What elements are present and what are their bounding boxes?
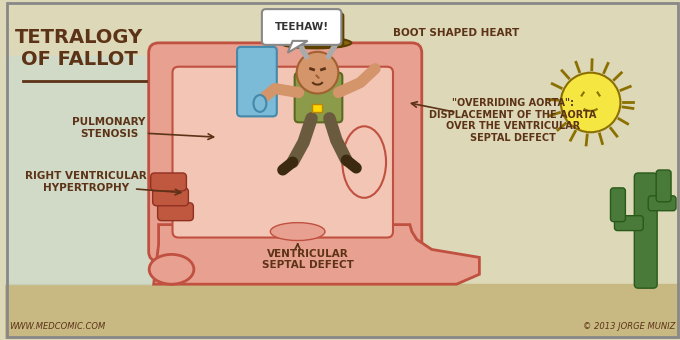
Text: TEEHAW!: TEEHAW! bbox=[275, 22, 328, 32]
FancyBboxPatch shape bbox=[262, 9, 341, 45]
Circle shape bbox=[561, 73, 620, 132]
Ellipse shape bbox=[254, 95, 267, 112]
Bar bbox=[5, 56, 199, 284]
Ellipse shape bbox=[279, 37, 352, 48]
FancyBboxPatch shape bbox=[151, 173, 186, 191]
Bar bbox=[5, 284, 680, 339]
FancyBboxPatch shape bbox=[288, 13, 343, 47]
FancyBboxPatch shape bbox=[656, 170, 671, 202]
FancyBboxPatch shape bbox=[634, 173, 657, 288]
FancyBboxPatch shape bbox=[158, 203, 193, 221]
FancyBboxPatch shape bbox=[611, 188, 626, 222]
Ellipse shape bbox=[271, 223, 325, 240]
Text: "OVERRIDING AORTA":
DISPLACEMENT OF THE AORTA
OVER THE VENTRICULAR
SEPTAL DEFECT: "OVERRIDING AORTA": DISPLACEMENT OF THE … bbox=[430, 98, 597, 143]
Polygon shape bbox=[288, 41, 307, 53]
Text: BOOT SHAPED HEART: BOOT SHAPED HEART bbox=[394, 28, 520, 38]
FancyBboxPatch shape bbox=[615, 216, 643, 231]
FancyBboxPatch shape bbox=[237, 47, 277, 116]
Text: © 2013 JORGE MUNIZ: © 2013 JORGE MUNIZ bbox=[583, 322, 675, 331]
Bar bbox=[311, 104, 322, 113]
Circle shape bbox=[296, 52, 339, 94]
Ellipse shape bbox=[149, 254, 194, 284]
Polygon shape bbox=[154, 225, 479, 284]
Text: RIGHT VENTRICULAR
HYPERTROPHY: RIGHT VENTRICULAR HYPERTROPHY bbox=[25, 171, 147, 193]
Text: TETRALOGY
OF FALLOT: TETRALOGY OF FALLOT bbox=[15, 28, 143, 69]
Text: WWW.MEDCOMIC.COM: WWW.MEDCOMIC.COM bbox=[10, 322, 106, 331]
FancyBboxPatch shape bbox=[149, 43, 422, 261]
FancyBboxPatch shape bbox=[294, 73, 342, 122]
FancyBboxPatch shape bbox=[648, 196, 676, 211]
Text: VENTRICULAR
SEPTAL DEFECT: VENTRICULAR SEPTAL DEFECT bbox=[262, 249, 354, 270]
FancyBboxPatch shape bbox=[173, 67, 393, 238]
FancyBboxPatch shape bbox=[152, 188, 188, 206]
Text: PULMONARY
STENOSIS: PULMONARY STENOSIS bbox=[72, 118, 146, 139]
